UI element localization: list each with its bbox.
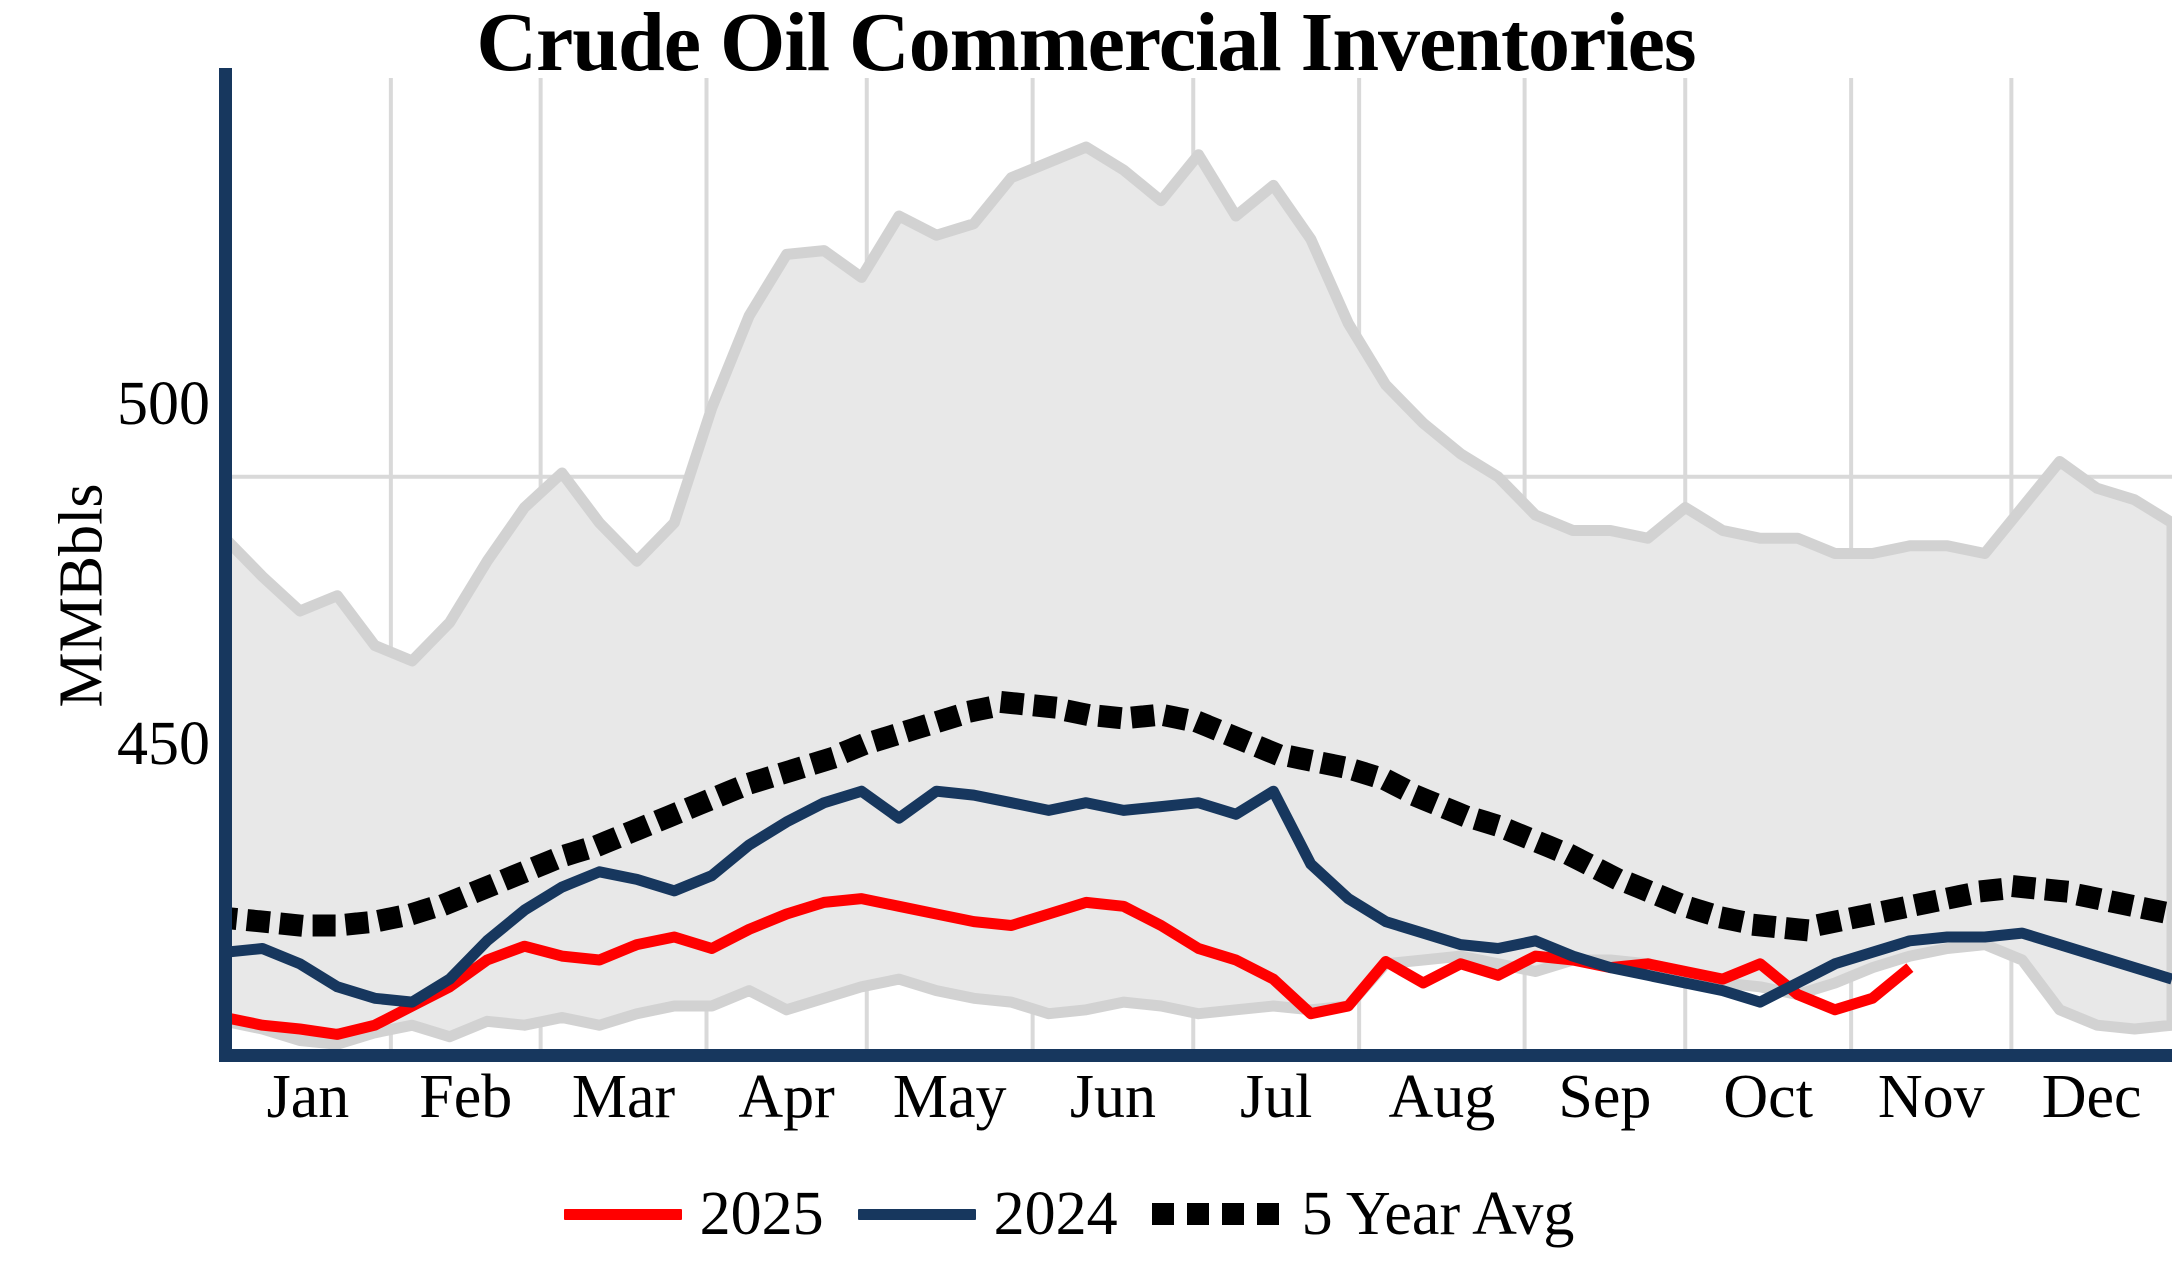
legend-swatch-dotted-icon: [1151, 1203, 1284, 1225]
legend-item-5-year-avg[interactable]: 5 Year Avg: [1151, 1180, 1609, 1248]
legend-label: 2024: [993, 1180, 1118, 1248]
y-tick-450: 450: [117, 710, 210, 778]
y-axis-tick-labels: 500 450: [30, 0, 210, 1276]
page-title: Crude Oil Commercial Inventories: [476, 0, 1696, 89]
legend-item-2025[interactable]: 2025: [563, 1180, 858, 1248]
x-tick-dec: Dec: [2041, 1063, 2142, 1131]
series-line-5-year-avg: [225, 692, 2172, 941]
x-tick-sep: Sep: [1558, 1063, 1652, 1131]
legend-swatch-line-icon: [857, 1208, 976, 1220]
legend-label: 5 Year Avg: [1301, 1180, 1575, 1248]
series-line-2025: [225, 893, 1914, 1040]
series-line-2024: [225, 785, 2172, 1008]
series-lines: [225, 692, 2172, 1040]
y-axis-line: [219, 68, 232, 1062]
x-tick-jun: Jun: [1069, 1063, 1156, 1131]
chart-legend: 2025 2024 5 Year Avg: [0, 1166, 2172, 1262]
x-tick-jul: Jul: [1240, 1063, 1313, 1131]
x-tick-feb: Feb: [419, 1063, 513, 1131]
x-axis-tick-labels: Jan Feb Mar Apr May Jun Jul Aug Sep Oct Nov Dec: [225, 1062, 2172, 1152]
x-tick-aug: Aug: [1388, 1063, 1496, 1131]
chart-canvas: [225, 78, 2172, 1052]
x-tick-apr: Apr: [738, 1063, 835, 1131]
legend-swatch-line-icon: [563, 1208, 682, 1220]
five-year-range-band: [225, 141, 2172, 1050]
x-tick-jan: Jan: [266, 1063, 350, 1131]
x-axis-line: [219, 1049, 2172, 1062]
range-band-polygon: [225, 141, 2172, 1050]
x-tick-nov: Nov: [1877, 1063, 1985, 1131]
legend-label: 2025: [699, 1180, 824, 1248]
x-tick-oct: Oct: [1723, 1063, 1813, 1131]
y-tick-500: 500: [117, 370, 210, 438]
x-tick-mar: Mar: [571, 1063, 676, 1131]
legend-item-2024[interactable]: 2024: [857, 1180, 1152, 1248]
x-tick-may: May: [892, 1063, 1007, 1131]
plot-area: [225, 78, 2172, 1052]
